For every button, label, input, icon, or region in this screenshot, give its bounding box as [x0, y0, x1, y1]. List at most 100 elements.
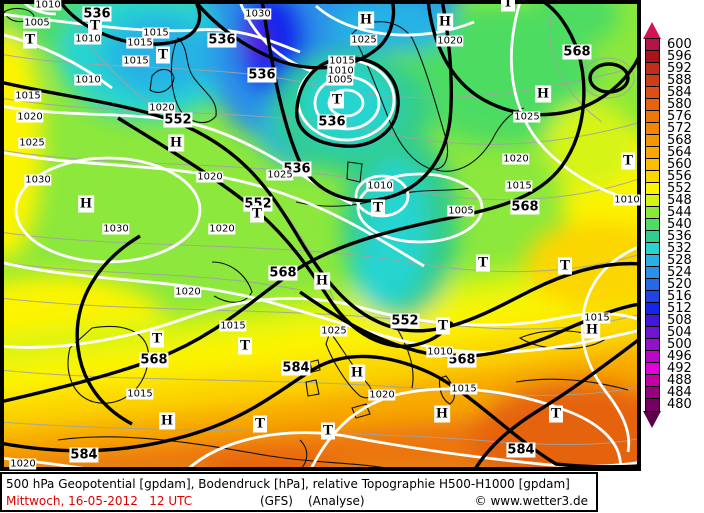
geopotential-label: 568	[510, 199, 540, 215]
colorbar-value: 528	[667, 253, 692, 268]
geopotential-label: 584	[281, 360, 311, 376]
low-center-symbol: T	[329, 91, 345, 109]
pressure-label: 1010	[74, 74, 102, 86]
pressure-label: 1020	[436, 35, 464, 47]
colorbar-value: 496	[667, 349, 692, 364]
low-center-symbol: T	[237, 337, 253, 355]
pressure-label: 1015	[505, 180, 533, 192]
colorbar-value: 584	[667, 85, 692, 100]
high-center-symbol: H	[535, 85, 551, 103]
colorbar-value: 492	[667, 361, 692, 376]
caption-line2: Mittwoch, 16-05-2012 12 UTC (GFS) (Analy…	[2, 494, 596, 508]
geopotential-label: 552	[390, 313, 420, 329]
low-center-symbol: T	[320, 422, 336, 440]
colorbar-value: 556	[667, 169, 692, 184]
colorbar-value: 516	[667, 289, 692, 304]
colorbar-value: 520	[667, 277, 692, 292]
high-center-symbol: H	[159, 412, 175, 430]
pressure-label: 1015	[142, 27, 170, 39]
pressure-label: 1005	[326, 74, 354, 86]
high-center-symbol: H	[434, 405, 450, 423]
colorbar-row: 500	[645, 337, 704, 352]
colorbar-row: 588	[645, 73, 704, 88]
pressure-label: 1030	[24, 174, 52, 186]
colorbar-value: 564	[667, 145, 692, 160]
geopotential-label: 552	[163, 112, 193, 128]
colorbar-value: 504	[667, 325, 692, 340]
geopotential-label: 584	[506, 442, 536, 458]
pressure-label: 1020	[174, 286, 202, 298]
colorbar-row: 548	[645, 193, 704, 208]
pressure-label: 1010	[366, 180, 394, 192]
colorbar-row: 568	[645, 133, 704, 148]
high-center-symbol: H	[168, 134, 184, 152]
colorbar-value: 500	[667, 337, 692, 352]
colorbar-row: 512	[645, 301, 704, 316]
colorbar-row: 488	[645, 373, 704, 388]
colorbar: 600 596 592 588 584 580 576 572 568 564 560 556 552 5…	[643, 22, 704, 428]
pressure-label: 1025	[320, 325, 348, 337]
colorbar-row: 492	[645, 361, 704, 376]
pressure-label: 1015	[328, 55, 356, 67]
geopotential-label: 568	[268, 265, 298, 281]
pressure-label: 1025	[266, 169, 294, 181]
pressure-label: 1010	[613, 194, 641, 206]
colorbar-value: 536	[667, 229, 692, 244]
colorbar-value: 568	[667, 133, 692, 148]
colorbar-value: 508	[667, 313, 692, 328]
geopotential-label: 568	[447, 352, 477, 368]
geopotential-label: 536	[247, 67, 277, 83]
colorbar-value: 512	[667, 301, 692, 316]
pressure-label: 1020	[502, 153, 530, 165]
pressure-label: 1025	[18, 137, 46, 149]
colorbar-row: 564	[645, 145, 704, 160]
colorbar-value: 524	[667, 265, 692, 280]
colorbar-row: 592	[645, 61, 704, 76]
colorbar-value: 552	[667, 181, 692, 196]
caption-copyright: © www.wetter3.de	[474, 494, 588, 508]
geopotential-label: 536	[317, 114, 347, 130]
pressure-label: 1015	[126, 388, 154, 400]
pressure-label: 1015	[450, 383, 478, 395]
pressure-label: 1010	[34, 0, 62, 11]
topography-contours	[0, 0, 641, 446]
caption-analysis: (Analyse)	[308, 494, 365, 508]
pressure-label: 1015	[14, 90, 42, 102]
colorbar-value: 592	[667, 61, 692, 76]
pressure-label: 1015	[219, 320, 247, 332]
colorbar-row: 584	[645, 85, 704, 100]
colorbar-arrow-bottom	[643, 411, 661, 428]
map-border	[0, 0, 641, 471]
low-center-symbol: T	[435, 317, 451, 335]
low-center-symbol: T	[370, 199, 386, 217]
pressure-label: 1030	[244, 8, 272, 20]
geopotential-label: 584	[69, 447, 99, 463]
colorbar-row: 524	[645, 265, 704, 280]
low-center-symbol: T	[249, 205, 265, 223]
colorbar-value: 488	[667, 373, 692, 388]
colorbar-value: 572	[667, 121, 692, 136]
map-label-layer: 536 536 536 536 536 568 552 552 552 568 568 568 568 5…	[9, 0, 641, 470]
high-center-symbol: H	[314, 272, 330, 290]
caption-model: (GFS)	[260, 494, 293, 508]
high-center-symbol: H	[437, 13, 453, 31]
colorbar-arrow-top	[643, 22, 661, 39]
pressure-label: 1015	[126, 37, 154, 49]
pressure-label: 1025	[350, 34, 378, 46]
caption-title: 500 hPa Geopotential [gpdam], Bodendruck…	[6, 477, 570, 491]
map-area: 536 536 536 536 536 568 552 552 552 568 568 568 568 5…	[0, 0, 641, 471]
low-center-symbol: T	[155, 46, 171, 64]
colorbar-value: 600	[667, 37, 692, 52]
pressure-label: 1005	[23, 17, 51, 29]
colorbar-row: 560	[645, 157, 704, 172]
pressure-label: 1010	[327, 65, 355, 77]
colorbar-row: 600	[645, 37, 704, 52]
low-center-symbol: T	[252, 415, 268, 433]
colorbar-value: 596	[667, 49, 692, 64]
pressure-label: 1015	[122, 55, 150, 67]
low-center-symbol: T	[87, 17, 103, 35]
colorbar-row: 504	[645, 325, 704, 340]
colorbar-value: 484	[667, 385, 692, 400]
colorbar-value: 580	[667, 97, 692, 112]
